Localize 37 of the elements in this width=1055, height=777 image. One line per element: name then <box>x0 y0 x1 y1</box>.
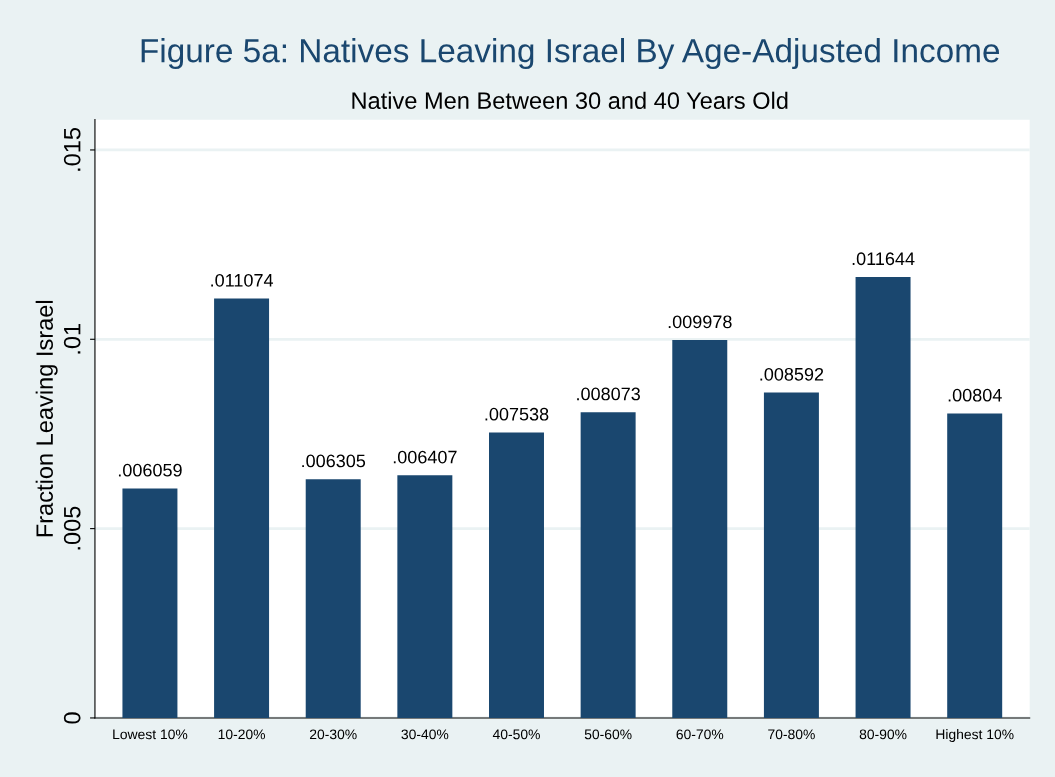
data-label: .011074 <box>211 273 274 287</box>
bar <box>489 432 544 718</box>
data-label: .011644 <box>852 252 915 266</box>
data-label: .00804 <box>948 388 1002 402</box>
y-tick-label: .01 <box>63 324 81 354</box>
x-tick-label: 80-90% <box>859 729 907 740</box>
bar <box>122 488 178 718</box>
data-label: .008073 <box>577 387 640 401</box>
x-tick-label: Lowest 10% <box>113 729 188 740</box>
x-tick-label: 60-70% <box>676 729 724 740</box>
bar <box>947 413 1003 718</box>
bar <box>672 340 728 718</box>
data-label: .008592 <box>760 367 824 381</box>
x-tick-label: 10-20% <box>218 729 266 740</box>
y-tick-label: .015 <box>63 127 81 171</box>
bar <box>580 412 636 718</box>
chart-subtitle: Native Men Between 30 and 40 Years Old <box>352 91 788 110</box>
bar <box>763 392 819 718</box>
x-tick-label: 30-40% <box>401 729 449 740</box>
x-tick-label: Highest 10% <box>936 729 1014 743</box>
y-tick-label: .005 <box>63 506 81 550</box>
bar <box>214 298 270 718</box>
bar <box>305 479 361 718</box>
x-tick-label: 40-50% <box>492 729 540 740</box>
data-label: .006407 <box>393 450 457 464</box>
y-tick-label: 0 <box>63 712 81 724</box>
data-label: .006305 <box>302 454 366 468</box>
bar <box>397 475 453 718</box>
x-tick-label: 20-30% <box>309 729 357 740</box>
data-label: .009978 <box>668 315 732 329</box>
data-label: .006059 <box>118 463 182 477</box>
y-axis-title: Fraction Leaving Israel <box>35 300 58 537</box>
x-tick-label: 70-80% <box>768 729 815 740</box>
x-tick-label: 50-60% <box>584 729 632 740</box>
data-label: .007538 <box>485 407 549 421</box>
bar <box>855 277 911 718</box>
chart-title: Figure 5a: Natives Leaving Israel By Age-Adjusted Income <box>141 38 1000 70</box>
